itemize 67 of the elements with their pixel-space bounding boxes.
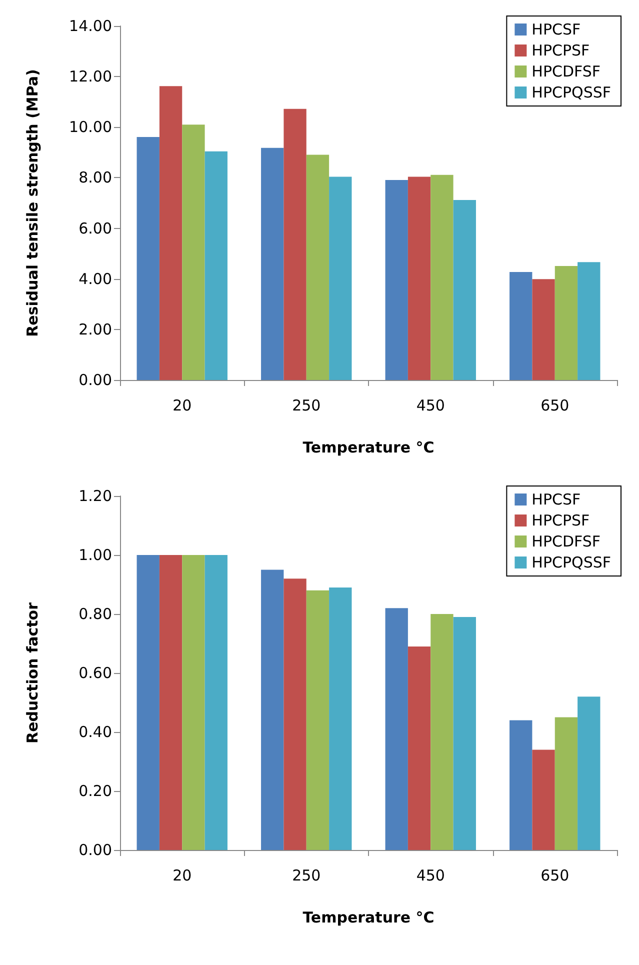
bar [306, 590, 330, 850]
bar [182, 124, 205, 380]
x-tick-label: 650 [540, 866, 570, 884]
x-tick-label: 450 [416, 866, 445, 884]
bar [554, 266, 578, 380]
y-tick-label: 10.00 [69, 118, 112, 136]
y-tick-label: 0.60 [78, 664, 112, 682]
bar [430, 614, 454, 850]
y-tick-label: 12.00 [69, 68, 112, 86]
bar [430, 174, 454, 380]
bar [532, 750, 555, 850]
y-axis-title: Reduction factor [24, 602, 42, 744]
y-tick-label: 1.20 [78, 487, 112, 505]
bar [261, 570, 284, 850]
x-axis-title: Temperature °C [302, 438, 434, 456]
bar [532, 279, 555, 380]
bar [204, 151, 228, 380]
bar [578, 262, 600, 380]
legend-label: HPCPSF [532, 42, 590, 60]
bar [182, 555, 205, 850]
bar [385, 608, 408, 850]
y-tick-label: 14.00 [69, 17, 112, 35]
bar [554, 717, 578, 850]
bar [136, 137, 160, 380]
bar [408, 176, 431, 380]
bar [284, 578, 306, 850]
y-tick-label: 0.20 [78, 782, 112, 800]
y-tick-label: 0.00 [78, 841, 112, 859]
x-tick-label: 20 [172, 866, 192, 884]
x-axis-title: Temperature °C [302, 908, 434, 926]
bar [136, 555, 160, 850]
bar [578, 696, 600, 850]
x-tick-label: 250 [292, 866, 321, 884]
bar [385, 180, 408, 380]
legend-label: HPCDFSF [532, 62, 601, 80]
legend-label: HPCSF [532, 20, 581, 38]
y-tick-label: 8.00 [78, 168, 112, 187]
bar [159, 86, 182, 380]
bar [453, 200, 476, 380]
y-tick-label: 6.00 [78, 219, 112, 238]
legend-label: HPCPSF [532, 512, 590, 530]
bar [510, 720, 532, 850]
bar [453, 616, 476, 850]
legend-label: HPCSF [532, 490, 581, 508]
bar [204, 555, 228, 850]
x-tick-label: 650 [540, 396, 570, 414]
bar [510, 272, 532, 380]
legend-label: HPCPQSSF [532, 84, 612, 102]
y-tick-label: 0.40 [78, 723, 112, 741]
x-tick-label: 250 [292, 396, 321, 414]
y-tick-label: 0.80 [78, 605, 112, 623]
y-axis-title: Residual tensile strength (MPa) [24, 69, 42, 337]
y-tick-label: 2.00 [78, 320, 112, 338]
y-tick-label: 0.00 [78, 371, 112, 389]
bar [329, 587, 352, 850]
bar [329, 176, 352, 380]
y-tick-label: 4.00 [78, 270, 112, 288]
bar [306, 154, 330, 380]
y-tick-label: 1.00 [78, 546, 112, 564]
bar [159, 555, 182, 850]
legend-label: HPCDFSF [532, 532, 601, 550]
bar [284, 108, 306, 380]
x-tick-label: 20 [172, 396, 192, 414]
x-tick-label: 450 [416, 396, 445, 414]
bar [261, 148, 284, 380]
legend-label: HPCPQSSF [532, 554, 612, 572]
bar [408, 646, 431, 850]
